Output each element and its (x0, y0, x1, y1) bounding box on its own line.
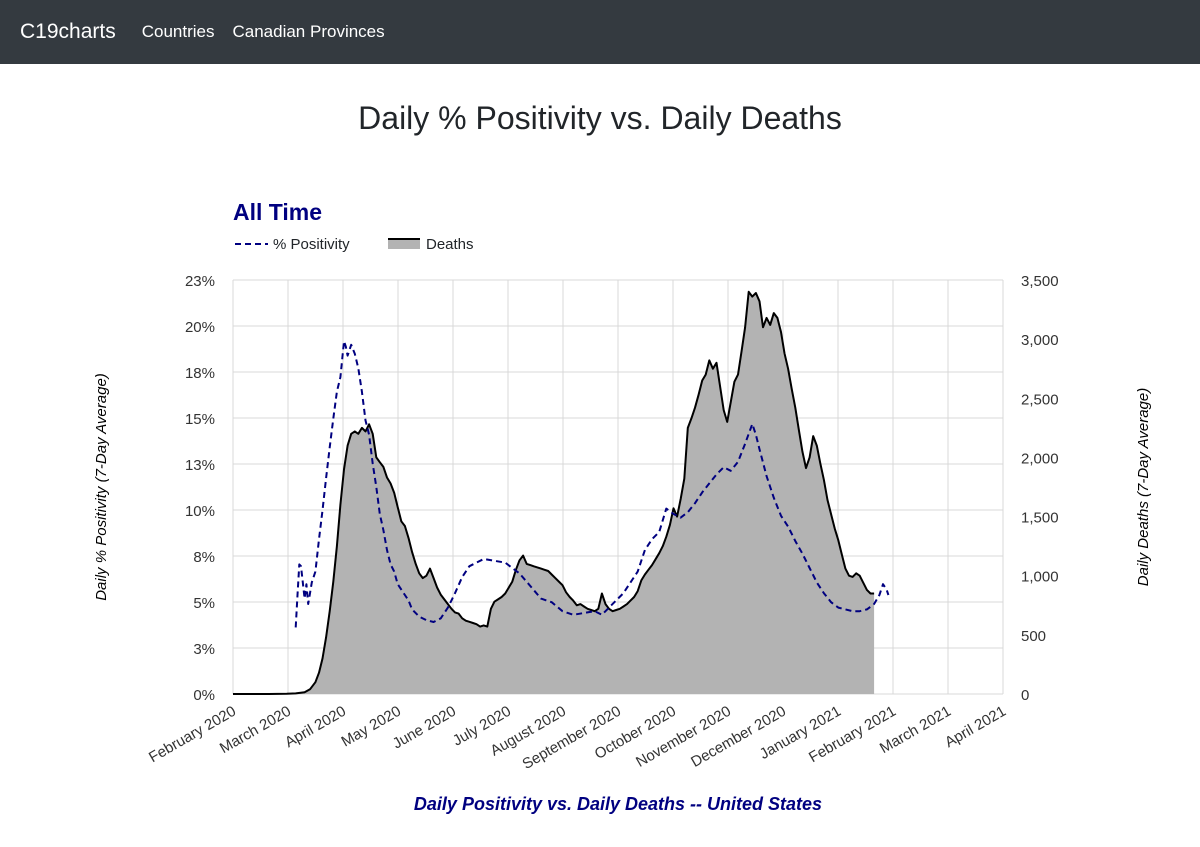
x-tick-label: December 2020 (688, 703, 789, 771)
y-right-tick-label: 3,000 (1021, 332, 1059, 349)
y-left-tick-label: 0% (193, 687, 215, 704)
legend: % Positivity Deaths (235, 236, 474, 253)
page-title: Daily % Positivity vs. Daily Deaths (358, 100, 842, 136)
y-right-tick-label: 1,500 (1021, 510, 1059, 527)
legend-positivity-label: % Positivity (273, 236, 350, 253)
x-tick-label: November 2020 (633, 703, 734, 771)
y-right-tick-label: 500 (1021, 628, 1046, 645)
x-tick-label: June 2020 (390, 703, 459, 753)
y-left-tick-label: 8% (193, 549, 215, 566)
y-axis-right-label: Daily Deaths (7-Day Average) (1135, 388, 1152, 586)
deaths-area (233, 291, 875, 694)
chart-subtitle: All Time (233, 199, 322, 225)
y-right-tick-label: 2,000 (1021, 450, 1059, 467)
y-left-tick-label: 13% (185, 457, 215, 474)
y-left-tick-label: 5% (193, 595, 215, 612)
navbar: C19charts Countries Canadian Provinces (0, 0, 1200, 64)
x-tick-label: April 2020 (282, 703, 349, 751)
y-left-tick-label: 18% (185, 365, 215, 382)
y-right-tick-label: 2,500 (1021, 391, 1059, 408)
nav-link-countries[interactable]: Countries (141, 22, 215, 41)
y-axis-left-label: Daily % Positivity (7-Day Average) (93, 373, 110, 601)
legend-deaths-label: Deaths (426, 236, 474, 253)
deaths-line (233, 290, 875, 695)
y-right-tick-label: 0 (1021, 687, 1029, 704)
brand-link[interactable]: C19charts (20, 20, 116, 43)
y-left-tick-label: 10% (185, 503, 215, 520)
y-right-tick-label: 1,000 (1021, 569, 1059, 586)
y-left-tick-label: 20% (185, 319, 215, 336)
chart-title: Daily Positivity vs. Daily Deaths -- Uni… (414, 794, 822, 814)
y-left-tick-label: 3% (193, 641, 215, 658)
axes: 0% 3% 5% 8% 10% 13% 15% 18% 20% 23% 0 500 1,000 1,500… (146, 273, 1059, 773)
x-tick-label: April 2021 (942, 703, 1009, 751)
y-left-tick-label: 15% (185, 411, 215, 428)
y-right-tick-label: 3,500 (1021, 273, 1059, 290)
nav-link-canadian-provinces[interactable]: Canadian Provinces (232, 22, 385, 41)
legend-deaths-swatch (388, 239, 420, 249)
positivity-line (294, 340, 890, 628)
y-left-tick-label: 23% (185, 273, 215, 290)
